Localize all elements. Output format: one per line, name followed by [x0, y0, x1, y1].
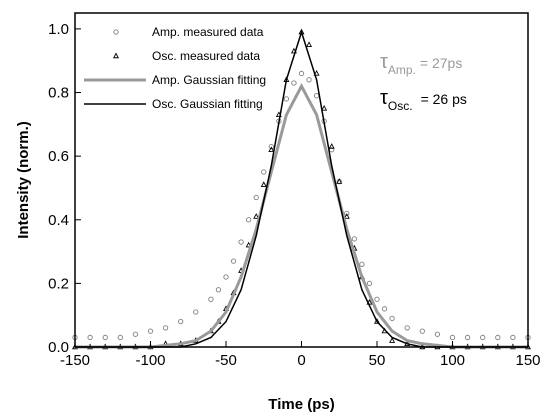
- x-tick-label: -150: [60, 352, 90, 369]
- series-0-point: [306, 77, 312, 83]
- series-1-point: [389, 337, 396, 343]
- series-0-point: [268, 143, 274, 150]
- series-1-point: [306, 41, 313, 48]
- annotation-tau-osc-value: = 26 ps: [421, 91, 467, 107]
- series-0-point: [193, 309, 199, 315]
- annotation-tau-amp-subscript: Amp.: [388, 63, 416, 77]
- legend: Amp. measured data Osc. measured data Amp.…: [84, 25, 266, 111]
- data-marks-layer: [72, 28, 531, 350]
- series-1-point: [260, 181, 267, 187]
- series-0-point: [464, 334, 471, 341]
- series-0-group: [72, 70, 531, 341]
- legend-label: Osc. measured data: [152, 49, 260, 63]
- series-0-point: [117, 334, 123, 341]
- series-0-point: [283, 96, 290, 102]
- series-1-point: [253, 213, 260, 219]
- series-1-point: [268, 146, 275, 152]
- series-0-point: [253, 194, 259, 201]
- y-axis-title: Intensity (norm.): [15, 121, 32, 239]
- series-3-fit-line: [75, 29, 528, 348]
- legend-label: Amp. measured data: [152, 25, 264, 39]
- annotation-tau-amp: τAmp. = 27ps: [380, 51, 462, 77]
- series-0-point: [102, 334, 108, 341]
- series-0-point: [419, 328, 425, 334]
- legend-label: Osc. Gaussian fitting: [152, 97, 263, 111]
- x-tick-label: 50: [369, 352, 386, 369]
- series-0-point: [381, 306, 388, 312]
- series-0-point: [480, 334, 486, 341]
- series-0-point: [178, 318, 184, 325]
- x-tick-label: 150: [515, 352, 540, 369]
- series-0-point: [147, 328, 154, 334]
- series-0-point: [351, 236, 357, 242]
- annotation-tau-amp-value: = 27ps: [420, 55, 462, 71]
- series-0-point: [223, 274, 229, 280]
- series-0-point: [238, 239, 244, 245]
- series-1-point: [374, 318, 380, 324]
- series-0-point: [374, 296, 380, 302]
- series-0-point: [261, 169, 267, 175]
- series-1-point: [343, 213, 350, 219]
- series-0-point: [389, 315, 395, 322]
- y-tick-label: 0.0: [48, 339, 69, 356]
- series-0-point: [298, 70, 305, 77]
- y-tick-label: 0.8: [48, 85, 69, 102]
- series-0-point: [449, 334, 456, 341]
- series-3-group: [75, 29, 528, 348]
- x-tick-label: 0: [297, 352, 305, 369]
- legend-marker-triangle: [113, 52, 119, 59]
- series-0-point: [404, 325, 410, 331]
- x-tick-label: -50: [215, 352, 237, 369]
- series-1-point: [336, 178, 343, 184]
- series-0-point: [291, 80, 297, 86]
- annotation-tau-amp-symbol: τ: [380, 51, 388, 73]
- y-tick-label: 1.0: [48, 21, 69, 38]
- x-tick-label: 100: [440, 352, 465, 369]
- series-2-fit-line: [75, 82, 528, 349]
- legend-label: Amp. Gaussian fitting: [152, 73, 266, 87]
- series-0-point: [359, 261, 365, 267]
- series-0-point: [344, 210, 350, 217]
- x-tick-label: -100: [135, 352, 165, 369]
- series-1-point: [313, 69, 320, 76]
- annotation-tau-osc: τOsc. = 26 ps: [380, 87, 467, 113]
- series-0-point: [162, 325, 169, 331]
- axes-layer: -150 -100 -50 0 50 100 150 0.0 0.2 0.4 0.6 0.8 1.0: [48, 21, 540, 369]
- series-1-point: [328, 143, 335, 149]
- series-2-group: [75, 82, 528, 349]
- series-0-point: [510, 334, 516, 341]
- series-0-point: [313, 93, 320, 99]
- annotation-tau-osc-subscript: Osc.: [388, 99, 413, 113]
- series-0-point: [495, 334, 501, 341]
- series-0-point: [208, 296, 214, 302]
- series-1-group: [72, 28, 531, 350]
- series-0-point: [230, 258, 237, 264]
- series-0-point: [132, 331, 139, 337]
- series-0-point: [366, 280, 373, 287]
- pulse-width-annotations: τAmp. = 27ps τOsc. = 26 ps: [380, 51, 467, 113]
- y-tick-label: 0.6: [48, 148, 69, 165]
- y-tick-label: 0.2: [48, 275, 69, 292]
- series-1-point: [321, 104, 328, 111]
- series-0-point: [87, 334, 93, 341]
- series-0-point: [434, 331, 441, 337]
- series-0-point: [215, 287, 222, 293]
- y-tick-label: 0.4: [48, 212, 69, 229]
- x-axis-title: Time (ps): [268, 396, 334, 413]
- legend-marker-circle: [113, 29, 119, 35]
- plot-frame: [74, 12, 529, 348]
- annotation-tau-osc-symbol: τ: [380, 87, 388, 109]
- series-0-point: [245, 217, 252, 223]
